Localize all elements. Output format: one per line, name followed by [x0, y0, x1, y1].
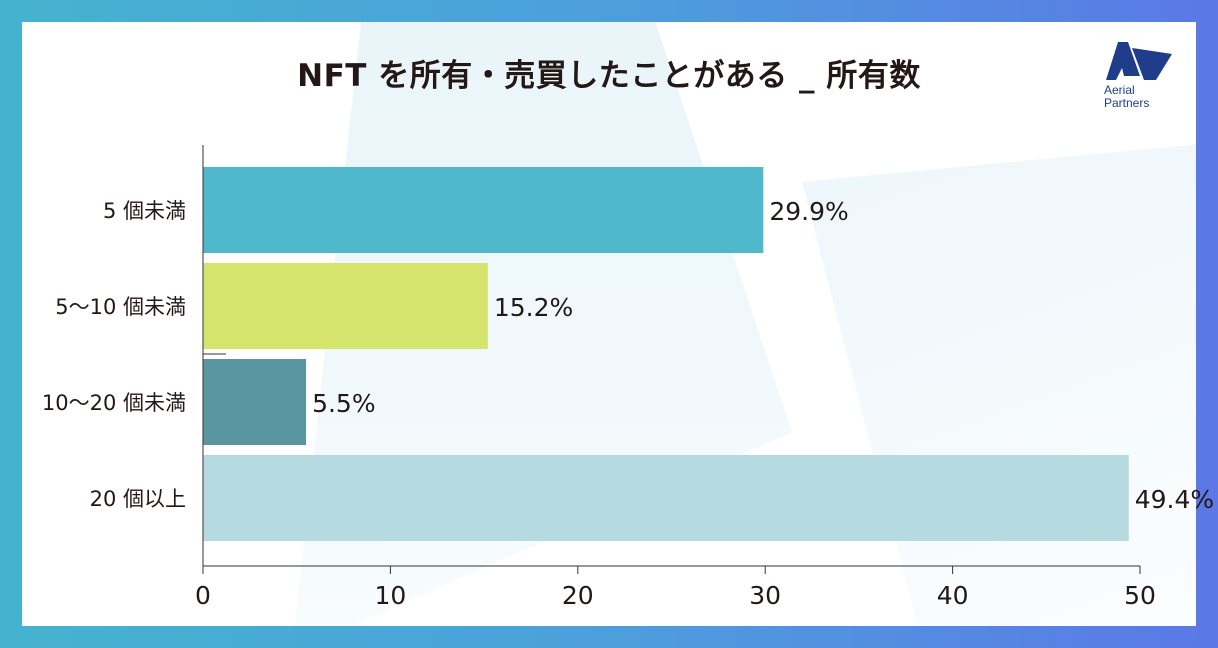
bar — [203, 455, 1129, 541]
bar — [203, 263, 488, 349]
logo-line-2: Partners — [1104, 96, 1150, 110]
x-tick-label: 20 — [562, 581, 594, 610]
logo-line-1: Aerial — [1104, 83, 1135, 97]
bar — [203, 167, 764, 253]
data-label: 5.5% — [312, 389, 376, 418]
x-tick-label: 50 — [1124, 581, 1156, 610]
x-tick-label: 40 — [937, 581, 969, 610]
aerial-partners-logo-icon — [1106, 42, 1172, 80]
data-label: 49.4% — [1135, 485, 1214, 514]
category-label: 5 個未満 — [103, 199, 186, 223]
data-label: 15.2% — [494, 293, 573, 322]
x-tick-label: 0 — [195, 581, 211, 610]
bar — [203, 359, 307, 445]
data-label: 29.9% — [769, 197, 848, 226]
x-tick-label: 10 — [374, 581, 406, 610]
logo-text: Aerial Partners — [1104, 84, 1149, 110]
category-label: 5〜10 個未満 — [55, 295, 186, 319]
category-label: 20 個以上 — [90, 487, 186, 511]
x-tick-label: 30 — [749, 581, 781, 610]
chart-title: NFT を所有・売買したことがある _ 所有数 — [297, 58, 921, 94]
category-label: 10〜20 個未満 — [42, 391, 186, 415]
